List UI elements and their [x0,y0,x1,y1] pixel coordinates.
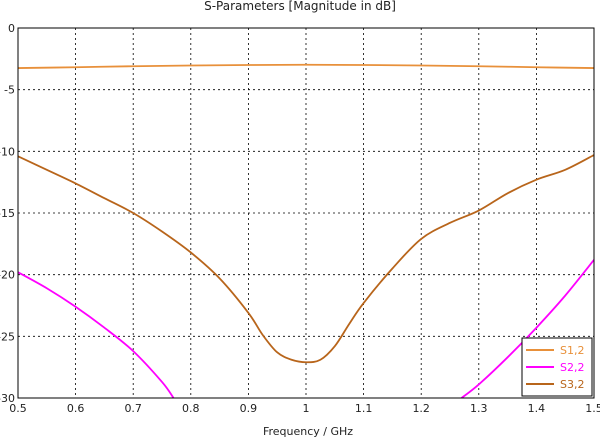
legend-entry-label[interactable]: S2,2 [560,361,584,374]
y-tick-label: -5 [4,84,15,97]
y-tick-label: -25 [0,330,15,343]
x-tick-label: 0.9 [240,402,258,415]
legend-entry-label[interactable]: S1,2 [560,344,584,357]
x-tick-label: 1 [303,402,310,415]
series-line-s2-2-part1 [18,271,175,398]
x-axis-label: Frequency / GHz [263,425,353,438]
y-tick-label: 0 [8,22,15,35]
x-tick-label: 1.5 [585,402,600,415]
plot-frame [17,27,595,399]
y-tick-label: -20 [0,269,15,282]
y-tick-label: -10 [0,145,15,158]
x-tick-label: 0.8 [182,402,200,415]
grid [18,28,594,398]
y-tick-label: -30 [0,392,15,405]
legend-entry-label[interactable]: S3,2 [560,378,584,391]
axis-ticks: 0.5 0.6 0.7 0.8 0.9 1 1.1 1.2 1.3 1.4 1.5 0 -5 -10 -15… [0,22,600,415]
y-tick-label: -15 [0,207,15,220]
legend[interactable]: S1,2 S2,2 S3,2 [521,337,593,397]
chart-title: S-Parameters [Magnitude in dB] [204,0,396,13]
x-tick-label: 0.6 [67,402,85,415]
x-tick-label: 1.3 [470,402,488,415]
x-tick-label: 0.5 [9,402,27,415]
series-line-s3-2 [18,154,594,364]
x-tick-label: 1.4 [528,402,546,415]
series-line-s1-2 [18,63,594,69]
x-tick-label: 1.1 [355,402,373,415]
x-tick-label: 1.2 [412,402,430,415]
x-tick-label: 0.7 [124,402,142,415]
